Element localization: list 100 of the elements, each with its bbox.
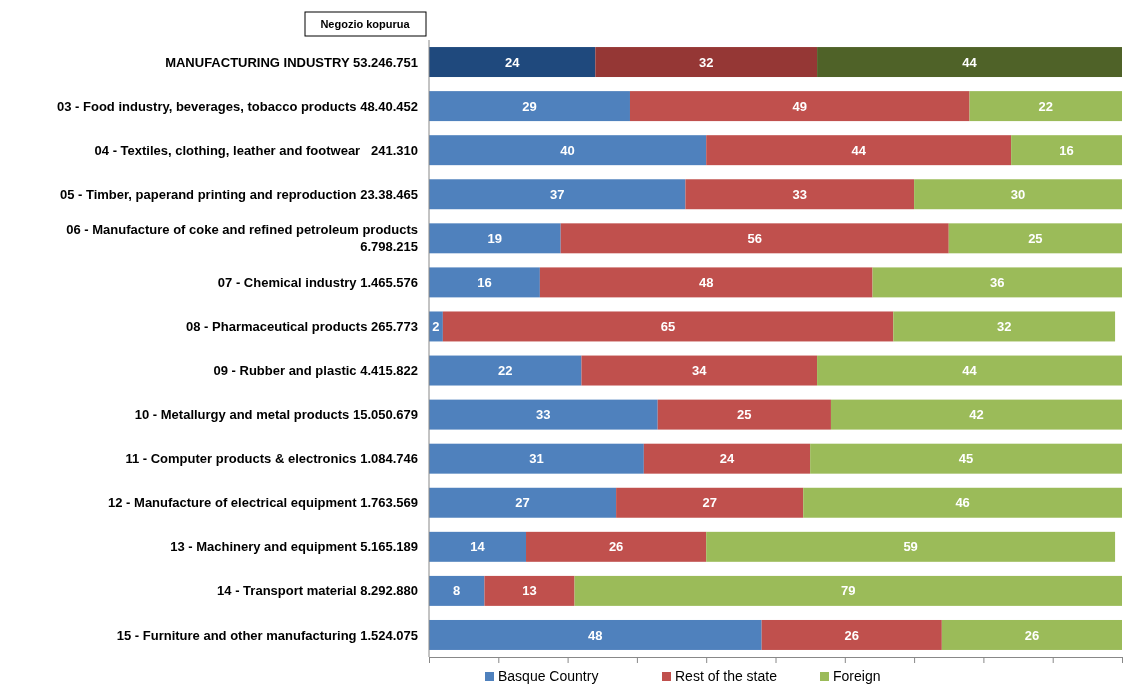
bar — [429, 619, 762, 650]
data-label: 30 — [1010, 186, 1026, 202]
data-label: 16 — [477, 274, 492, 290]
legend-label: Rest of the state — [675, 668, 778, 684]
bar — [941, 619, 1122, 650]
data-label: 26 — [1024, 627, 1040, 643]
bar — [429, 91, 630, 122]
bar — [872, 267, 1122, 298]
bar — [914, 179, 1122, 210]
data-label: 29 — [522, 98, 537, 114]
bar — [429, 179, 686, 210]
data-label: 27 — [702, 495, 717, 511]
y-tick-label: 07 - Chemical industry 1.465.576 — [217, 274, 418, 290]
data-label: 2 — [432, 319, 440, 335]
data-label: 46 — [955, 495, 970, 511]
bar — [429, 443, 644, 474]
y-tick-label: 03 - Food industry, beverages, tobacco products 48.40.452 — [57, 98, 418, 114]
data-label: 14 — [470, 539, 486, 555]
bar — [429, 267, 540, 298]
y-tick-label: 09 - Rubber and plastic 4.415.822 — [213, 363, 418, 379]
data-label: 31 — [529, 451, 544, 467]
data-label: 56 — [747, 230, 762, 246]
data-label: 65 — [660, 319, 676, 335]
bar — [810, 443, 1122, 474]
bar — [484, 575, 575, 606]
data-label: 44 — [962, 363, 978, 379]
data-label: 34 — [692, 363, 708, 379]
data-label: 24 — [719, 451, 735, 467]
y-tick-label: 11 - Computer products & electronics 1.084.746 — [125, 451, 418, 467]
data-label: 19 — [487, 230, 503, 246]
bar — [629, 91, 970, 122]
data-label: 45 — [958, 451, 974, 467]
y-tick-label: 12 - Manufacture of electrical equipment 1.763.569 — [108, 495, 418, 511]
data-label: 32 — [996, 319, 1012, 335]
data-label: 44 — [962, 54, 978, 70]
data-label: 44 — [851, 142, 867, 158]
y-tick-label: 05 - Timber, paperand printing and reproduction 23.38.465 — [59, 186, 418, 202]
bar — [817, 355, 1122, 386]
legend-label: Basque Country — [498, 668, 599, 684]
bar — [429, 223, 561, 254]
bar — [706, 135, 1012, 166]
data-label: 36 — [990, 274, 1005, 290]
bar — [830, 399, 1122, 430]
bar — [539, 267, 873, 298]
bar — [685, 179, 915, 210]
data-label: 42 — [969, 407, 984, 423]
data-label: 22 — [1038, 98, 1053, 114]
bar — [803, 487, 1122, 518]
data-label: 37 — [549, 186, 565, 202]
data-label: 16 — [1059, 142, 1074, 158]
data-label: 27 — [515, 495, 530, 511]
bar — [560, 223, 949, 254]
bar — [429, 487, 617, 518]
y-tick-label: 08 - Pharmaceutical products 265.773 — [186, 319, 418, 335]
bar — [706, 531, 1116, 562]
data-label: 79 — [841, 583, 856, 599]
data-label: 25 — [737, 407, 752, 423]
data-label: 13 — [522, 583, 537, 599]
data-label: 49 — [792, 98, 807, 114]
bar — [429, 135, 707, 166]
bar — [442, 311, 894, 342]
y-axis-title: Negozio kopurua — [320, 18, 411, 30]
bar — [429, 531, 527, 562]
y-tick-label: 04 - Textiles, clothing, leather and footwear 241.310 — [94, 142, 418, 158]
bar — [643, 443, 811, 474]
bar — [526, 531, 707, 562]
data-label: 32 — [698, 54, 714, 70]
bar — [969, 91, 1122, 122]
data-label: 59 — [903, 539, 918, 555]
bar — [761, 619, 942, 650]
data-label: 48 — [588, 627, 603, 643]
bar — [893, 311, 1116, 342]
data-label: 24 — [504, 54, 521, 70]
data-label: 40 — [560, 142, 575, 158]
bar — [574, 575, 1122, 606]
data-label: 33 — [536, 407, 551, 423]
bar — [429, 575, 485, 606]
data-label: 22 — [498, 363, 513, 379]
y-tick-label: 14 - Transport material 8.292.880 — [217, 583, 418, 599]
data-label: 48 — [698, 274, 714, 290]
bar — [817, 47, 1122, 78]
y-tick-label: MANUFACTURING INDUSTRY 53.246.751 — [165, 54, 418, 70]
y-tick-label: 06 - Manufacture of coke and refined petroleum products 6.798.215 — [66, 222, 418, 255]
data-label: 26 — [844, 627, 859, 643]
bar — [616, 487, 804, 518]
bar — [657, 399, 831, 430]
bar — [595, 47, 818, 78]
bar — [581, 355, 818, 386]
bar — [429, 47, 596, 78]
bar — [948, 223, 1122, 254]
y-tick-label: 10 - Metallurgy and metal products 15.050.679 — [134, 407, 418, 423]
data-label: 8 — [453, 583, 461, 599]
data-label: 26 — [608, 539, 624, 555]
data-label: 25 — [1028, 230, 1043, 246]
y-tick-label: 13 - Machinery and equipment 5.165.189 — [170, 539, 418, 555]
legend-label: Foreign — [833, 668, 881, 684]
bar — [1011, 135, 1122, 166]
y-tick-label: 15 - Furniture and other manufacturing 1.524.075 — [116, 627, 418, 643]
data-label: 33 — [792, 186, 807, 202]
bar — [429, 355, 582, 386]
